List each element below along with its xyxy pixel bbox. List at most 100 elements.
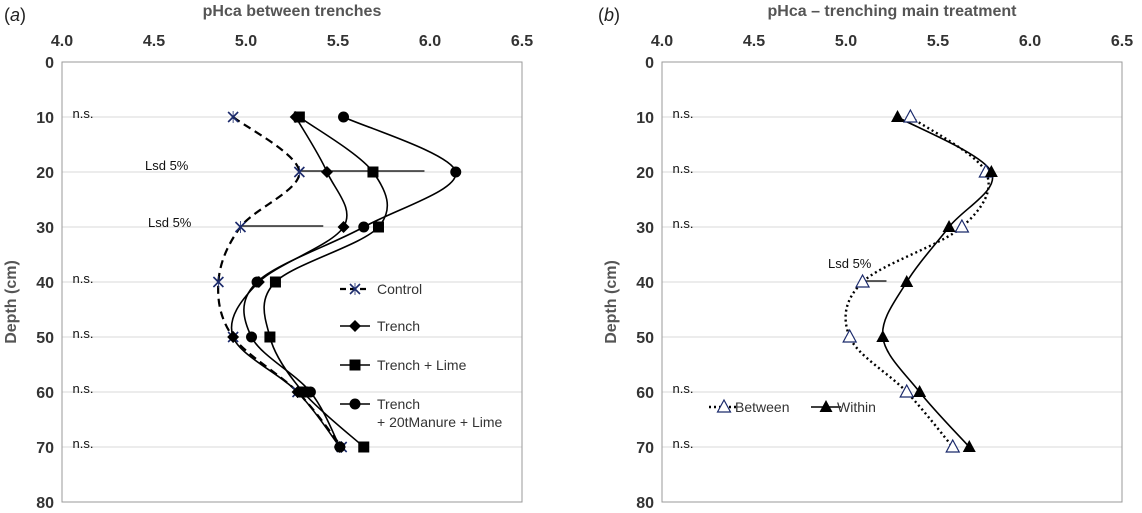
legend-label: Control [377, 281, 422, 297]
plot-area [661, 61, 1123, 503]
legend-label: Trench + Lime [377, 357, 467, 373]
legend-marker [819, 400, 833, 412]
lsd-label: Lsd 5% [828, 256, 872, 271]
ns-label: n.s. [673, 161, 694, 176]
data-point [358, 221, 370, 233]
y-tick-label: 0 [645, 55, 654, 72]
ns-label: n.s. [73, 271, 94, 286]
x-tick-label: 6.0 [1019, 33, 1041, 50]
y-tick-label: 30 [636, 220, 654, 237]
data-point [269, 276, 281, 288]
data-point [293, 111, 305, 123]
legend-label: Within [837, 399, 876, 415]
x-tick-label: 4.0 [51, 33, 73, 50]
chart-title: pHca – trenching main treatment [768, 3, 1018, 20]
legend-marker [349, 283, 361, 295]
lsd-label: Lsd 5% [145, 158, 189, 173]
y-tick-label: 0 [45, 55, 54, 72]
data-point [234, 221, 247, 233]
x-tick-label: 6.0 [419, 33, 441, 50]
data-point [246, 331, 258, 343]
ns-label: n.s. [73, 436, 94, 451]
data-point [450, 166, 462, 178]
data-point [942, 220, 956, 232]
chart-title: pHca between trenches [203, 3, 382, 20]
data-point [338, 111, 350, 123]
x-tick-label: 6.5 [1111, 33, 1133, 50]
ns-label: n.s. [73, 326, 94, 341]
ns-label: n.s. [673, 216, 694, 231]
data-point [334, 441, 346, 453]
x-tick-label: 4.5 [143, 33, 165, 50]
data-point [337, 221, 350, 233]
x-tick-label: 4.0 [651, 33, 673, 50]
y-tick-label: 10 [36, 110, 54, 127]
ns-label: n.s. [673, 436, 694, 451]
y-tick-label: 70 [36, 440, 54, 457]
data-point [902, 108, 918, 123]
chart-panel-a: (a) pHca between trenches 4.0 4.5 5.0 5.5 6.0 6… [3, 3, 533, 512]
x-tick-label: 5.5 [927, 33, 949, 50]
data-point [962, 440, 976, 452]
legend: Control Trench Trench + Lime Trench + 20tMan… [340, 281, 503, 430]
y-tick-label: 60 [36, 385, 54, 402]
x-tick-label: 5.0 [835, 33, 857, 50]
x-tick-label: 5.5 [327, 33, 349, 50]
data-point [984, 165, 998, 177]
data-point [913, 385, 927, 397]
data-point [227, 111, 239, 123]
legend-marker [349, 398, 361, 410]
ns-label: n.s. [673, 106, 694, 121]
legend-label: Trench [377, 318, 420, 334]
data-point [264, 331, 276, 343]
y-axis-label: Depth (cm) [603, 260, 620, 344]
legend: Between Within [709, 398, 876, 415]
plot-area [61, 61, 523, 503]
data-point [945, 438, 961, 453]
legend-marker [349, 359, 361, 371]
data-point [855, 273, 871, 288]
y-tick-label: 80 [36, 495, 54, 512]
y-tick-label: 60 [636, 385, 654, 402]
y-tick-label: 50 [36, 330, 54, 347]
ns-label: n.s. [673, 381, 694, 396]
y-tick-label: 10 [636, 110, 654, 127]
panel-label: (a) [4, 5, 26, 25]
legend-label: Between [735, 399, 789, 415]
y-tick-label: 70 [636, 440, 654, 457]
data-point [358, 441, 370, 453]
data-point [293, 166, 305, 178]
y-axis-label: Depth (cm) [3, 260, 20, 344]
legend-label: Trench [377, 396, 420, 412]
x-tick-label: 5.0 [235, 33, 257, 50]
data-point [876, 330, 890, 342]
data-point [891, 110, 905, 122]
data-point [899, 383, 915, 398]
lsd-label: Lsd 5% [148, 215, 192, 230]
data-point [320, 166, 333, 178]
y-tick-label: 30 [36, 220, 54, 237]
data-point [367, 166, 379, 178]
y-tick-label: 20 [636, 165, 654, 182]
data-point [954, 218, 970, 233]
y-tick-label: 80 [636, 495, 654, 512]
data-point [304, 386, 316, 398]
panel-label: (b) [598, 5, 620, 25]
data-point [372, 221, 384, 233]
chart-panel-b: (b) pHca – trenching main treatment 4.0 4.5… [598, 3, 1133, 512]
data-point [842, 328, 858, 343]
data-point [297, 386, 309, 398]
y-tick-label: 50 [636, 330, 654, 347]
y-tick-label: 20 [36, 165, 54, 182]
y-tick-label: 40 [36, 275, 54, 292]
ns-label: n.s. [73, 381, 94, 396]
ns-label: n.s. [73, 106, 94, 121]
legend-label: + 20tManure + Lime [377, 414, 503, 430]
data-point [900, 275, 914, 287]
data-point [212, 276, 224, 288]
data-point [251, 276, 263, 288]
legend-marker [716, 398, 732, 413]
data-point [227, 331, 240, 343]
x-tick-label: 6.5 [511, 33, 533, 50]
